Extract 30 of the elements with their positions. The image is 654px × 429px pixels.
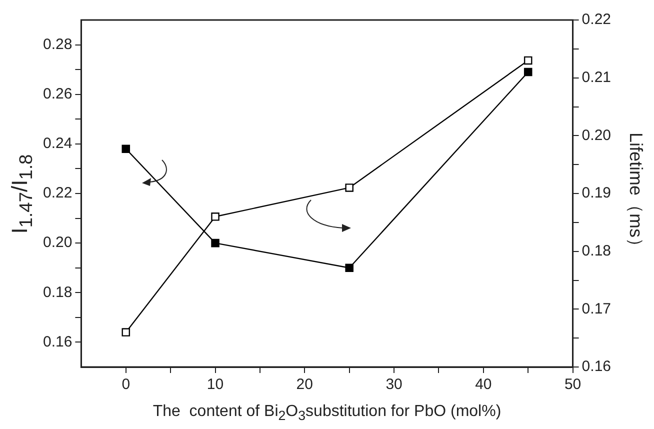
point [345,264,354,272]
point [122,144,130,154]
point [211,238,220,248]
y2-tick-label: 0.20 [582,126,612,144]
point [211,212,220,221]
y-tick-label: 0.24 [42,135,72,152]
point [524,56,532,65]
x-tick-label: 40 [475,376,492,394]
point [345,184,354,192]
x-tick-label: 30 [386,376,402,394]
y2-tick-label: 0.19 [582,184,612,202]
y2-tick-label: 0.17 [582,300,612,318]
y2-tick-label: 0.16 [582,358,612,376]
y2-axis-title: Lifetime（ms） [625,132,647,256]
y-tick-label: 0.28 [42,36,72,53]
x-tick-label: 10 [206,376,224,394]
y-tick-label: 0.20 [42,234,72,252]
y-tick-label: 0.22 [42,184,72,202]
y2-tick-label: 0.18 [582,242,612,260]
y-tick-label: 0.16 [42,333,72,350]
point [524,68,532,76]
x-tick-label: 0 [122,376,130,394]
y2-tick-label: 0.21 [582,68,612,86]
y2-tick-label: 0.22 [582,11,612,28]
y-tick-label: 0.18 [42,284,72,301]
x-axis-title: The content of Bi$_{2}$O$_{3}$substitution for PbO (mol%) [152,403,502,424]
y-tick-label: 0.26 [42,86,72,102]
x-tick-label: 50 [564,376,582,394]
point [122,328,130,336]
x-tick-label: 20 [296,376,313,394]
